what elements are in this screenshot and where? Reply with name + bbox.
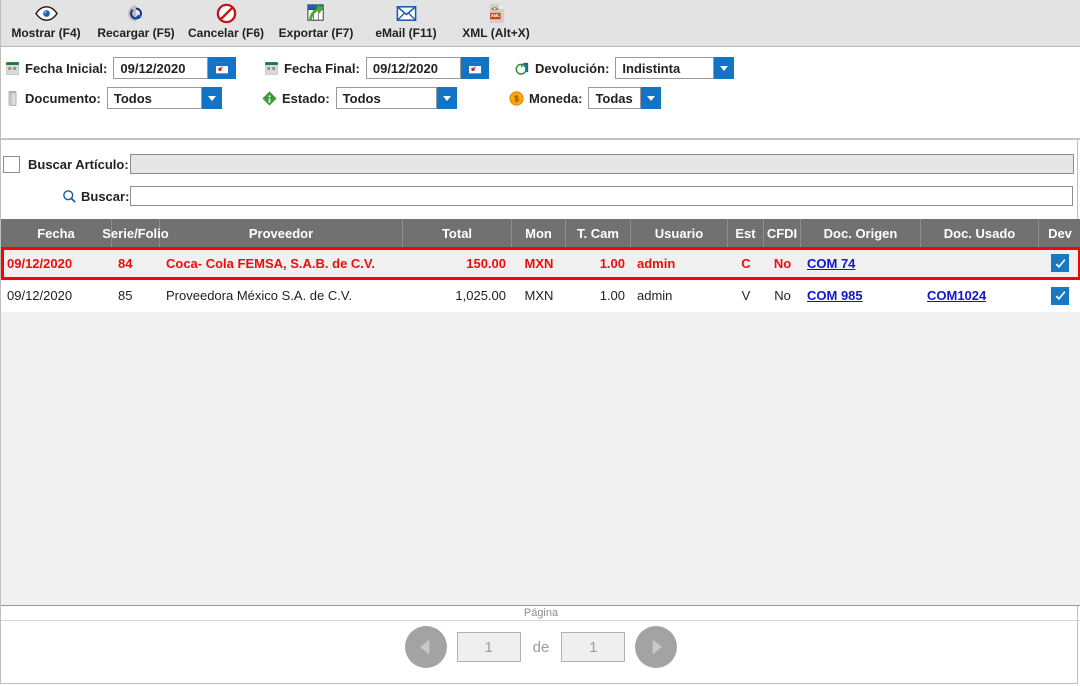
svg-text:XML: XML bbox=[490, 13, 500, 18]
svg-text:$: $ bbox=[514, 94, 519, 103]
svg-text:<>: <> bbox=[491, 6, 499, 13]
